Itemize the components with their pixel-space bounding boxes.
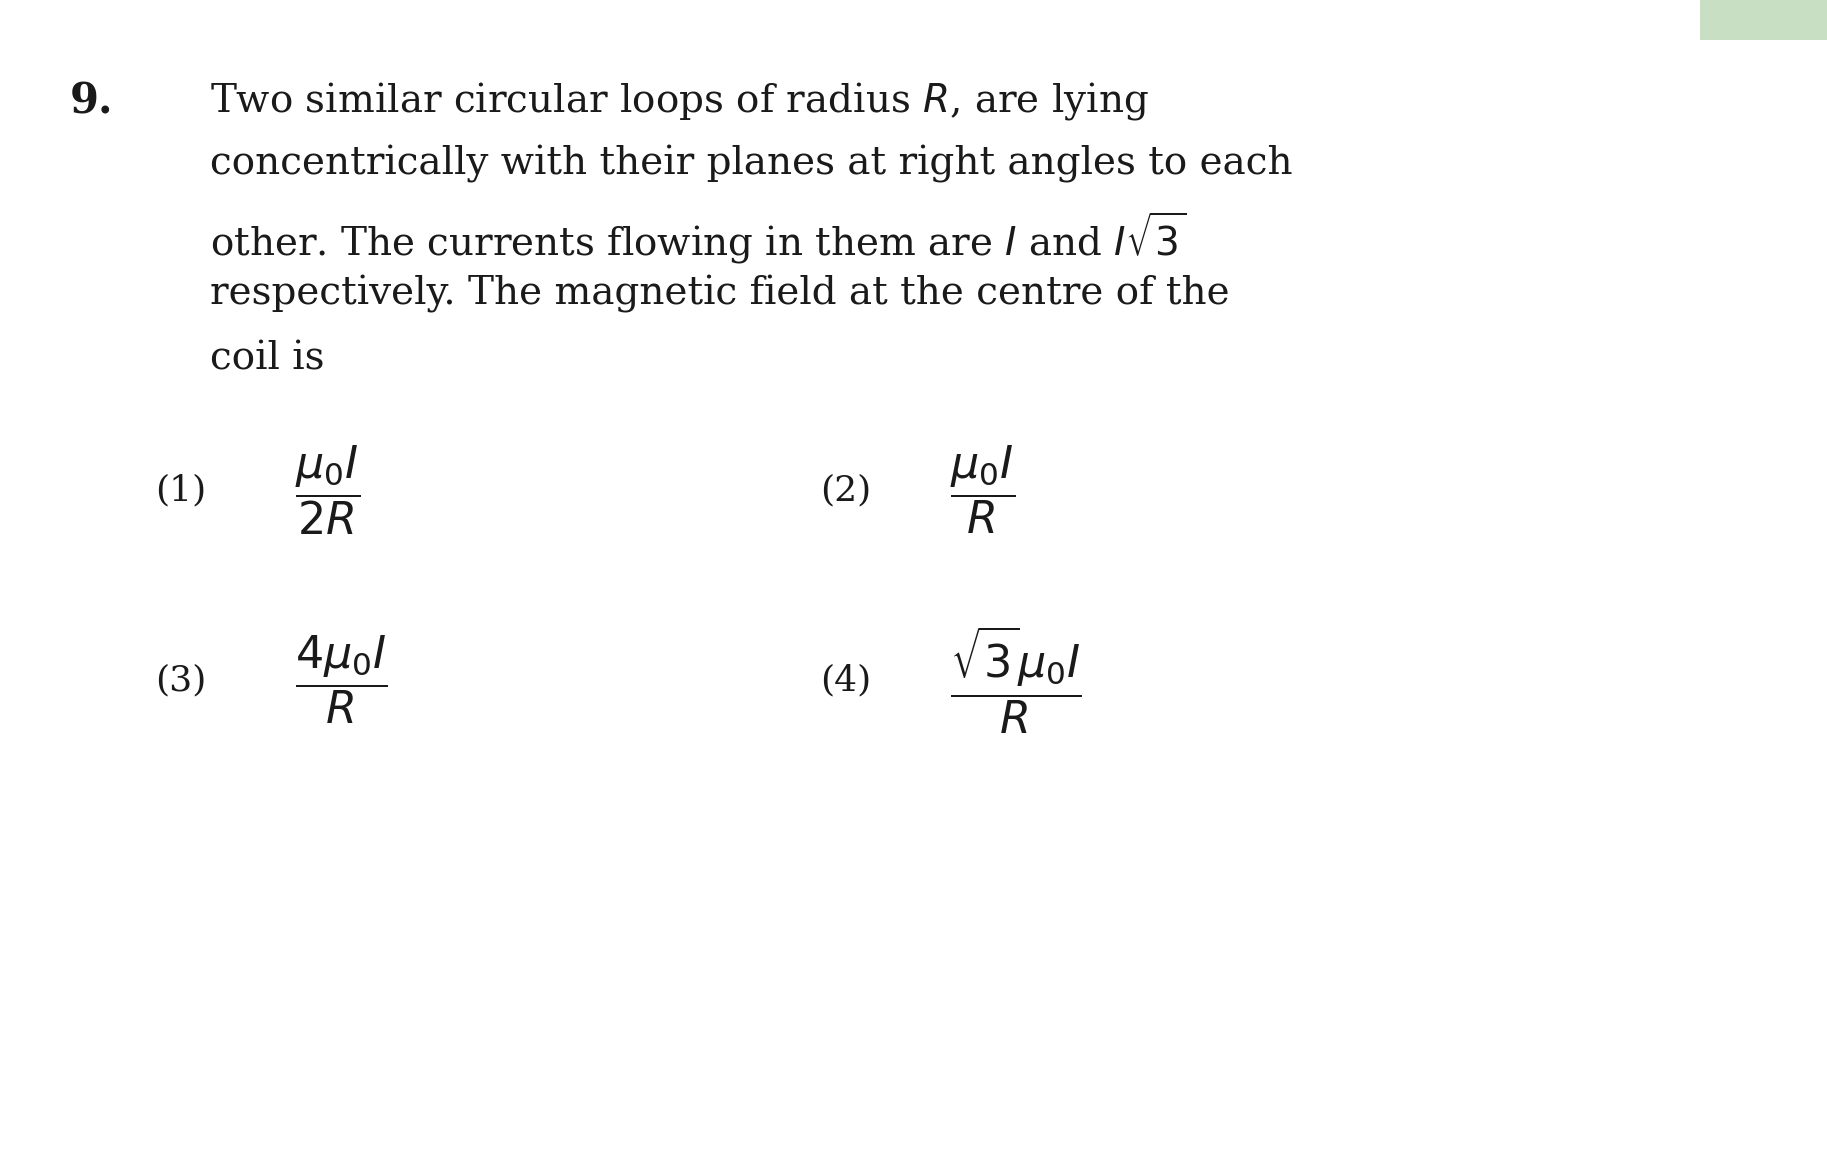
Text: $\dfrac{\mu_0 I}{2R}$: $\dfrac{\mu_0 I}{2R}$	[294, 443, 360, 537]
Text: (1): (1)	[155, 473, 206, 507]
Text: $\dfrac{\mu_0 I}{R}$: $\dfrac{\mu_0 I}{R}$	[950, 443, 1016, 536]
Text: coil is: coil is	[210, 340, 325, 377]
Text: (4): (4)	[820, 663, 871, 697]
Text: $\dfrac{4\mu_0 I}{R}$: $\dfrac{4\mu_0 I}{R}$	[294, 634, 387, 727]
Text: Two similar circular loops of radius $R$, are lying: Two similar circular loops of radius $R$…	[210, 80, 1149, 122]
Text: concentrically with their planes at right angles to each: concentrically with their planes at righ…	[210, 145, 1294, 183]
Text: 9.: 9.	[69, 80, 113, 122]
FancyBboxPatch shape	[1699, 0, 1827, 40]
Text: respectively. The magnetic field at the centre of the: respectively. The magnetic field at the …	[210, 275, 1230, 314]
Text: $\dfrac{\sqrt{3}\mu_0 I}{R}$: $\dfrac{\sqrt{3}\mu_0 I}{R}$	[950, 625, 1082, 736]
Text: (2): (2)	[820, 473, 871, 507]
Text: (3): (3)	[155, 663, 206, 697]
Text: other. The currents flowing in them are $I$ and $I\sqrt{3}$: other. The currents flowing in them are …	[210, 209, 1186, 267]
